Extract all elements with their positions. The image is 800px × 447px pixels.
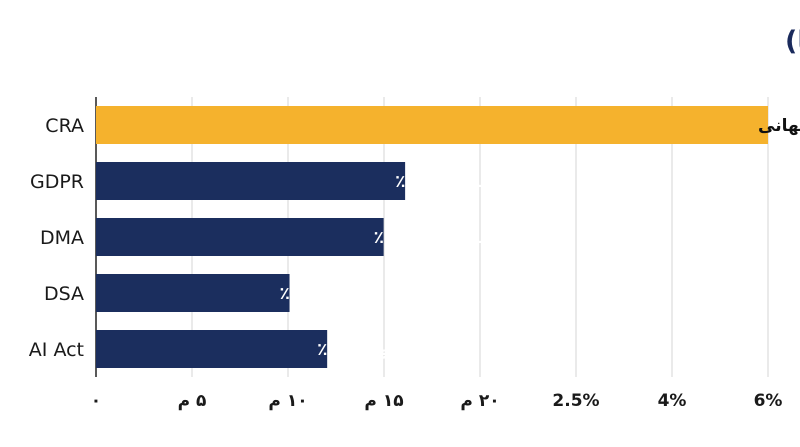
bar-ai-act [96,330,328,368]
bar-gdpr [96,162,406,200]
x-tick-label: ۲۰ م [460,391,499,411]
category-label: DMA [40,227,84,249]
category-label: DSA [44,283,84,305]
data-label: ۱۵ میلیون یورو ٪ [395,172,538,192]
x-tick-label: 4% [658,391,687,411]
x-tick-label: ۱۵ م [364,391,403,411]
x-tick-label: ۵ م [178,391,207,411]
category-label: AI Act [29,339,84,361]
x-axis-ticks: ۰ ۵ م ۱۰ م ۱۵ م ۲۰ م 2.5% 4% 6% [91,391,783,411]
category-labels: CRA GDPR DMA DSA AI Act [29,115,84,361]
data-label: ۱۰ میلیون یورو ٪ [374,228,517,248]
bar-dma [96,218,384,256]
x-tick-label: ۱۰ م [268,391,307,411]
bar-cra [96,106,768,144]
chart-title: مقایسه ساختار جریمه CRA با سایر مقررات (… [785,26,800,57]
x-tick-label: 6% [754,391,783,411]
x-tick-label: ۰ [91,391,101,411]
data-label: ۱۵ میلیون یورو یا ۲.۵٪ گردش مالی جهانی [758,115,800,136]
x-tick-label: 2.5% [552,391,599,411]
bar-dsa [96,274,290,312]
data-label: ۱۳ میلیون ۳۰۰٪ [317,340,448,360]
category-label: GDPR [30,171,84,193]
category-label: CRA [45,115,84,137]
data-label: ۹ میلیون ۵۰۰٪ [280,284,401,304]
bars: ۱۵ میلیون یورو یا ۲.۵٪ گردش مالی جهانی ۱۵… [96,106,800,368]
